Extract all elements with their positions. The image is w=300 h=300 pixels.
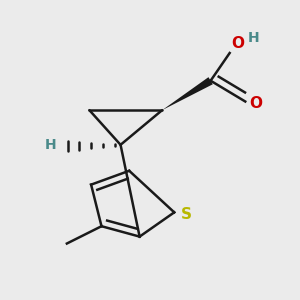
Text: H: H	[248, 32, 259, 45]
Text: O: O	[231, 36, 244, 51]
Text: S: S	[181, 207, 191, 222]
Text: O: O	[249, 96, 262, 111]
Polygon shape	[162, 77, 213, 110]
Text: H: H	[45, 138, 56, 152]
